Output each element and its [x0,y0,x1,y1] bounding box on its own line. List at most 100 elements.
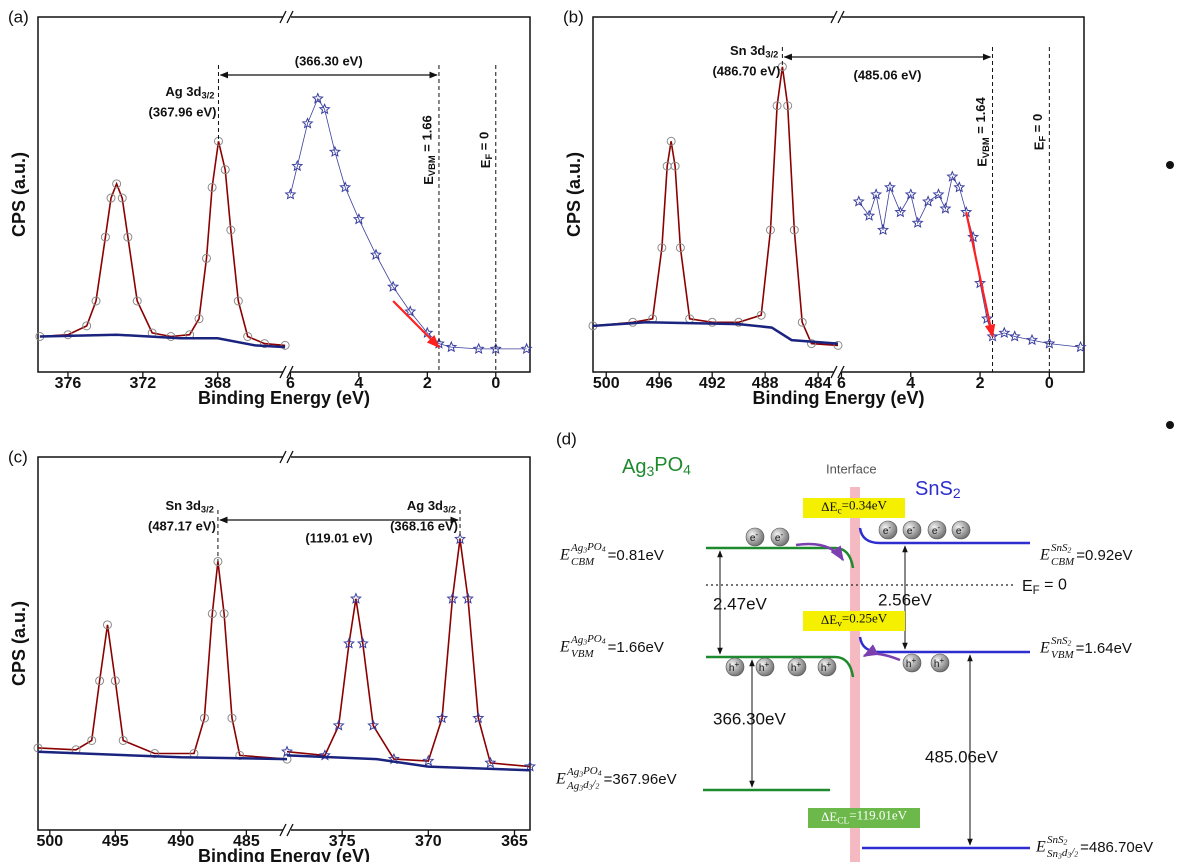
x-tick-label: 490 [167,833,194,850]
data-point [311,92,324,104]
subscript: c [837,506,841,516]
bullet [1166,161,1174,169]
data-point [998,326,1011,339]
data-point [150,749,160,759]
data-point [894,206,907,218]
data-point [422,754,435,767]
carrier-label: e- [750,530,759,544]
series-line [39,141,286,347]
x-tick-label: 376 [55,375,82,392]
energy-sub: Ag3d3/2 [566,778,599,793]
main: ΔE [821,499,837,514]
energy-symbol: E [1039,640,1050,657]
x-axis-label: Binding Energy (eV) [752,388,924,408]
carrier-charge: - [780,530,783,539]
carrier-symbol: h [791,663,797,674]
data-point [454,532,467,545]
carrier-charge: + [734,660,739,669]
data-point [1026,333,1039,346]
energy-symbol: E [559,547,570,564]
main: E [975,158,990,167]
data-point [100,232,110,242]
carrier [927,520,947,540]
energy-symbol: E [1035,839,1046,856]
level-label: EVBM = 1.66 [420,115,438,185]
carrier-symbol: e [750,533,756,544]
data-point [280,340,290,350]
data-point [226,225,236,235]
carrier-label: h+ [759,660,770,674]
carrier-symbol: e [932,526,938,537]
span-label: (485.06 eV) [853,67,921,82]
carrier-label: h+ [791,660,802,674]
data-point [343,637,356,649]
carrier [902,653,922,673]
main: E [1022,578,1033,595]
subscript: 3/2 [201,91,214,101]
material-label: SnS2 [915,478,961,501]
data-point [207,182,217,192]
x-tick-label: 496 [646,375,673,392]
carrier-charge: - [888,523,891,532]
rest: = 1.66 [420,115,435,155]
carrier [755,657,775,677]
carrier [817,657,837,677]
data-point [484,756,497,768]
data-point [734,317,744,327]
offset-box [808,808,920,828]
rest: =0.25eV [842,611,888,626]
data-point [765,225,775,235]
data-point [807,339,817,349]
series-line [592,66,839,347]
interface-band [850,487,860,862]
fermi-label: EF = 0 [1022,577,1067,597]
carrier-charge: + [826,660,831,669]
energy-sub: Sn3d3/2 [1047,846,1078,861]
carrier-symbol: e [883,526,889,537]
axis-break [286,823,294,837]
carrier-symbol: h [821,663,827,674]
data-point [291,159,304,172]
data-point [199,713,209,723]
offset-label: ΔEc=0.34eV [821,498,887,517]
data-point [220,165,230,175]
axis-break [279,823,287,837]
peak-energy: (368.16 eV) [390,518,458,533]
main: ΔE [821,612,837,627]
data-point [132,296,142,306]
data-point [446,592,459,604]
data-point [82,321,92,331]
data-point [110,676,120,686]
peak-label: Sn 3d3/2 [730,43,778,59]
data-point [523,760,537,772]
main: Sn 3d [166,498,201,513]
carrier-label: h+ [934,656,945,670]
data-point [349,592,362,604]
subscript: F [485,154,495,160]
plot-frame [592,16,1085,373]
carrier-charge: + [939,656,944,665]
data-point [106,193,116,203]
material-label: Ag3PO4 [622,454,691,478]
data-point [318,103,331,115]
axis-break-gap [283,369,291,375]
x-tick-label: 375 [329,833,356,850]
carrier-symbol: h [934,659,940,670]
carrier-charge: + [764,660,769,669]
x-tick-label: 4 [354,375,363,392]
x-tick-label: 4 [906,375,915,392]
axis-break [286,10,294,24]
data-point [797,317,807,327]
data-point [436,711,449,724]
carrier-label: e- [907,523,916,537]
data-point [877,223,890,236]
x-tick-label: 492 [699,375,726,392]
axis-break [837,10,845,24]
energy-value: =367.96eV [604,771,677,788]
series-line [37,750,288,761]
data-point [118,735,128,745]
data-point [461,592,474,604]
carrier [902,520,922,540]
carrier-label: e- [775,530,784,544]
x-tick-label: 370 [415,833,442,850]
